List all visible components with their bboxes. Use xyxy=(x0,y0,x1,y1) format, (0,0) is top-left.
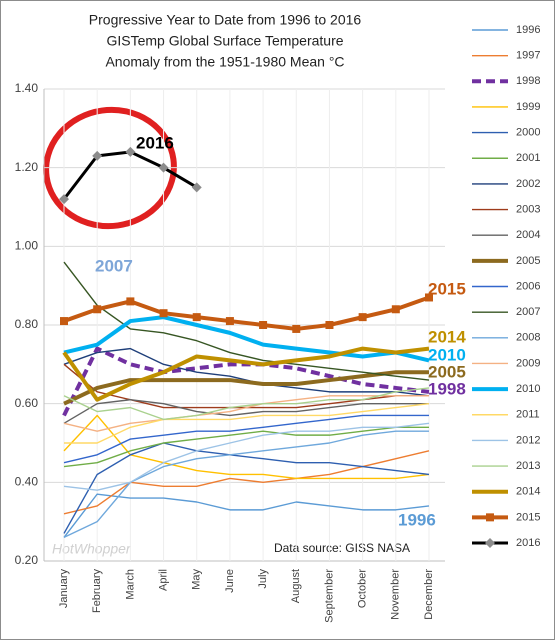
point xyxy=(325,321,334,329)
point xyxy=(59,194,69,205)
legend-label: 1996 xyxy=(516,24,540,36)
annotation: 1998 xyxy=(428,379,466,398)
legend-label: 2013 xyxy=(516,460,540,472)
annotation: 2015 xyxy=(428,279,466,298)
legend-label: 2015 xyxy=(516,511,540,523)
annotation: 2014 xyxy=(428,327,466,346)
point xyxy=(93,305,102,314)
series-line xyxy=(63,387,430,421)
y-tick-label: 0.80 xyxy=(15,317,39,331)
y-tick-label: 0.40 xyxy=(15,475,39,489)
x-tick-label: March xyxy=(124,569,136,600)
watermark: HotWhopper xyxy=(52,541,132,557)
highlight-ring xyxy=(43,106,177,230)
point xyxy=(292,324,301,333)
series-line xyxy=(63,442,430,534)
point xyxy=(225,317,234,326)
point xyxy=(425,293,433,302)
legend-label: 2010 xyxy=(516,383,540,395)
chart-title: GISTemp Global Surface Temperature xyxy=(106,33,343,49)
legend-label: 1998 xyxy=(516,75,540,87)
point xyxy=(192,313,201,322)
x-tick-label: June xyxy=(224,569,236,593)
point xyxy=(191,182,202,193)
series-line xyxy=(63,399,429,424)
legend-marker xyxy=(485,538,495,548)
point xyxy=(126,297,135,306)
series-line xyxy=(63,493,430,538)
legend-label: 2006 xyxy=(516,280,540,292)
series-line xyxy=(63,426,429,468)
legend-label: 1999 xyxy=(516,101,540,113)
series-line xyxy=(63,430,429,539)
point xyxy=(158,162,169,173)
series-line xyxy=(62,346,430,402)
x-tick-label: August xyxy=(290,569,302,603)
legend-label: 2003 xyxy=(516,203,540,215)
legend-label: 2007 xyxy=(516,306,540,318)
series-line xyxy=(63,370,429,406)
x-tick-label: December xyxy=(423,569,435,620)
legend-label: 2005 xyxy=(516,255,540,267)
point xyxy=(391,305,400,314)
legend-label: 2016 xyxy=(516,537,540,549)
x-tick-label: January xyxy=(58,569,70,609)
x-tick-label: February xyxy=(91,569,103,614)
legend-marker xyxy=(486,513,494,522)
annotation: 2010 xyxy=(428,345,466,364)
point xyxy=(259,321,268,329)
x-tick-label: April xyxy=(157,569,169,591)
annotation: 2005 xyxy=(428,362,466,381)
legend-label: 2004 xyxy=(516,229,540,241)
legend-label: 2008 xyxy=(516,332,540,344)
annotation: 1996 xyxy=(398,510,436,529)
series-line xyxy=(63,422,430,491)
y-tick-label: 1.20 xyxy=(15,160,39,174)
series-line xyxy=(63,315,430,363)
legend-label: 1997 xyxy=(516,50,540,62)
legend-label: 2002 xyxy=(516,178,540,190)
y-tick-label: 0.20 xyxy=(15,553,39,567)
legend-label: 2009 xyxy=(516,357,540,369)
chart-title: Anomaly from the 1951-1980 Mean °C xyxy=(105,54,344,70)
series-line xyxy=(64,402,430,444)
legend-label: 2000 xyxy=(516,127,540,139)
series-line xyxy=(63,450,430,515)
annotation: 2016 xyxy=(136,133,174,152)
legend-label: 2014 xyxy=(516,486,540,498)
legend-label: 2001 xyxy=(516,152,540,164)
series-line xyxy=(63,414,430,480)
y-tick-label: 1.00 xyxy=(15,239,39,253)
point xyxy=(92,150,103,161)
point xyxy=(60,317,68,326)
y-tick-label: 0.60 xyxy=(15,396,39,410)
point xyxy=(358,313,367,322)
point xyxy=(125,146,136,157)
x-tick-label: October xyxy=(357,569,369,608)
annotation: 2007 xyxy=(95,256,133,275)
series-line xyxy=(63,295,430,331)
series-line xyxy=(63,414,429,464)
source-note: Data source: GISS NASA xyxy=(274,541,410,555)
point xyxy=(159,309,168,318)
series-line xyxy=(63,395,429,432)
y-tick-label: 1.40 xyxy=(15,81,39,95)
x-tick-label: November xyxy=(390,569,402,620)
legend-label: 2012 xyxy=(516,434,540,446)
x-tick-label: September xyxy=(323,569,335,623)
chart-title: Progressive Year to Date from 1996 to 20… xyxy=(89,12,362,28)
legend-label: 2011 xyxy=(516,409,540,421)
x-tick-label: July xyxy=(257,569,269,589)
x-tick-label: May xyxy=(191,569,203,590)
